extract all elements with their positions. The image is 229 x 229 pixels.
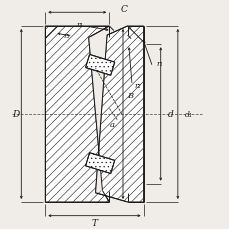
Text: C: C [120,5,127,14]
Polygon shape [85,55,114,76]
Text: d₁: d₁ [185,110,192,118]
Text: B: B [126,91,132,99]
Text: T: T [91,218,97,227]
Text: d: d [167,110,173,119]
Text: r₄: r₄ [76,21,82,29]
Polygon shape [45,27,109,202]
Polygon shape [95,27,143,202]
Text: r₃: r₃ [63,32,70,40]
Text: D: D [12,110,19,119]
Text: a: a [110,121,115,129]
Text: r₁: r₁ [155,59,162,67]
Polygon shape [85,153,114,174]
Text: r₂: r₂ [134,82,141,90]
Polygon shape [88,36,106,193]
